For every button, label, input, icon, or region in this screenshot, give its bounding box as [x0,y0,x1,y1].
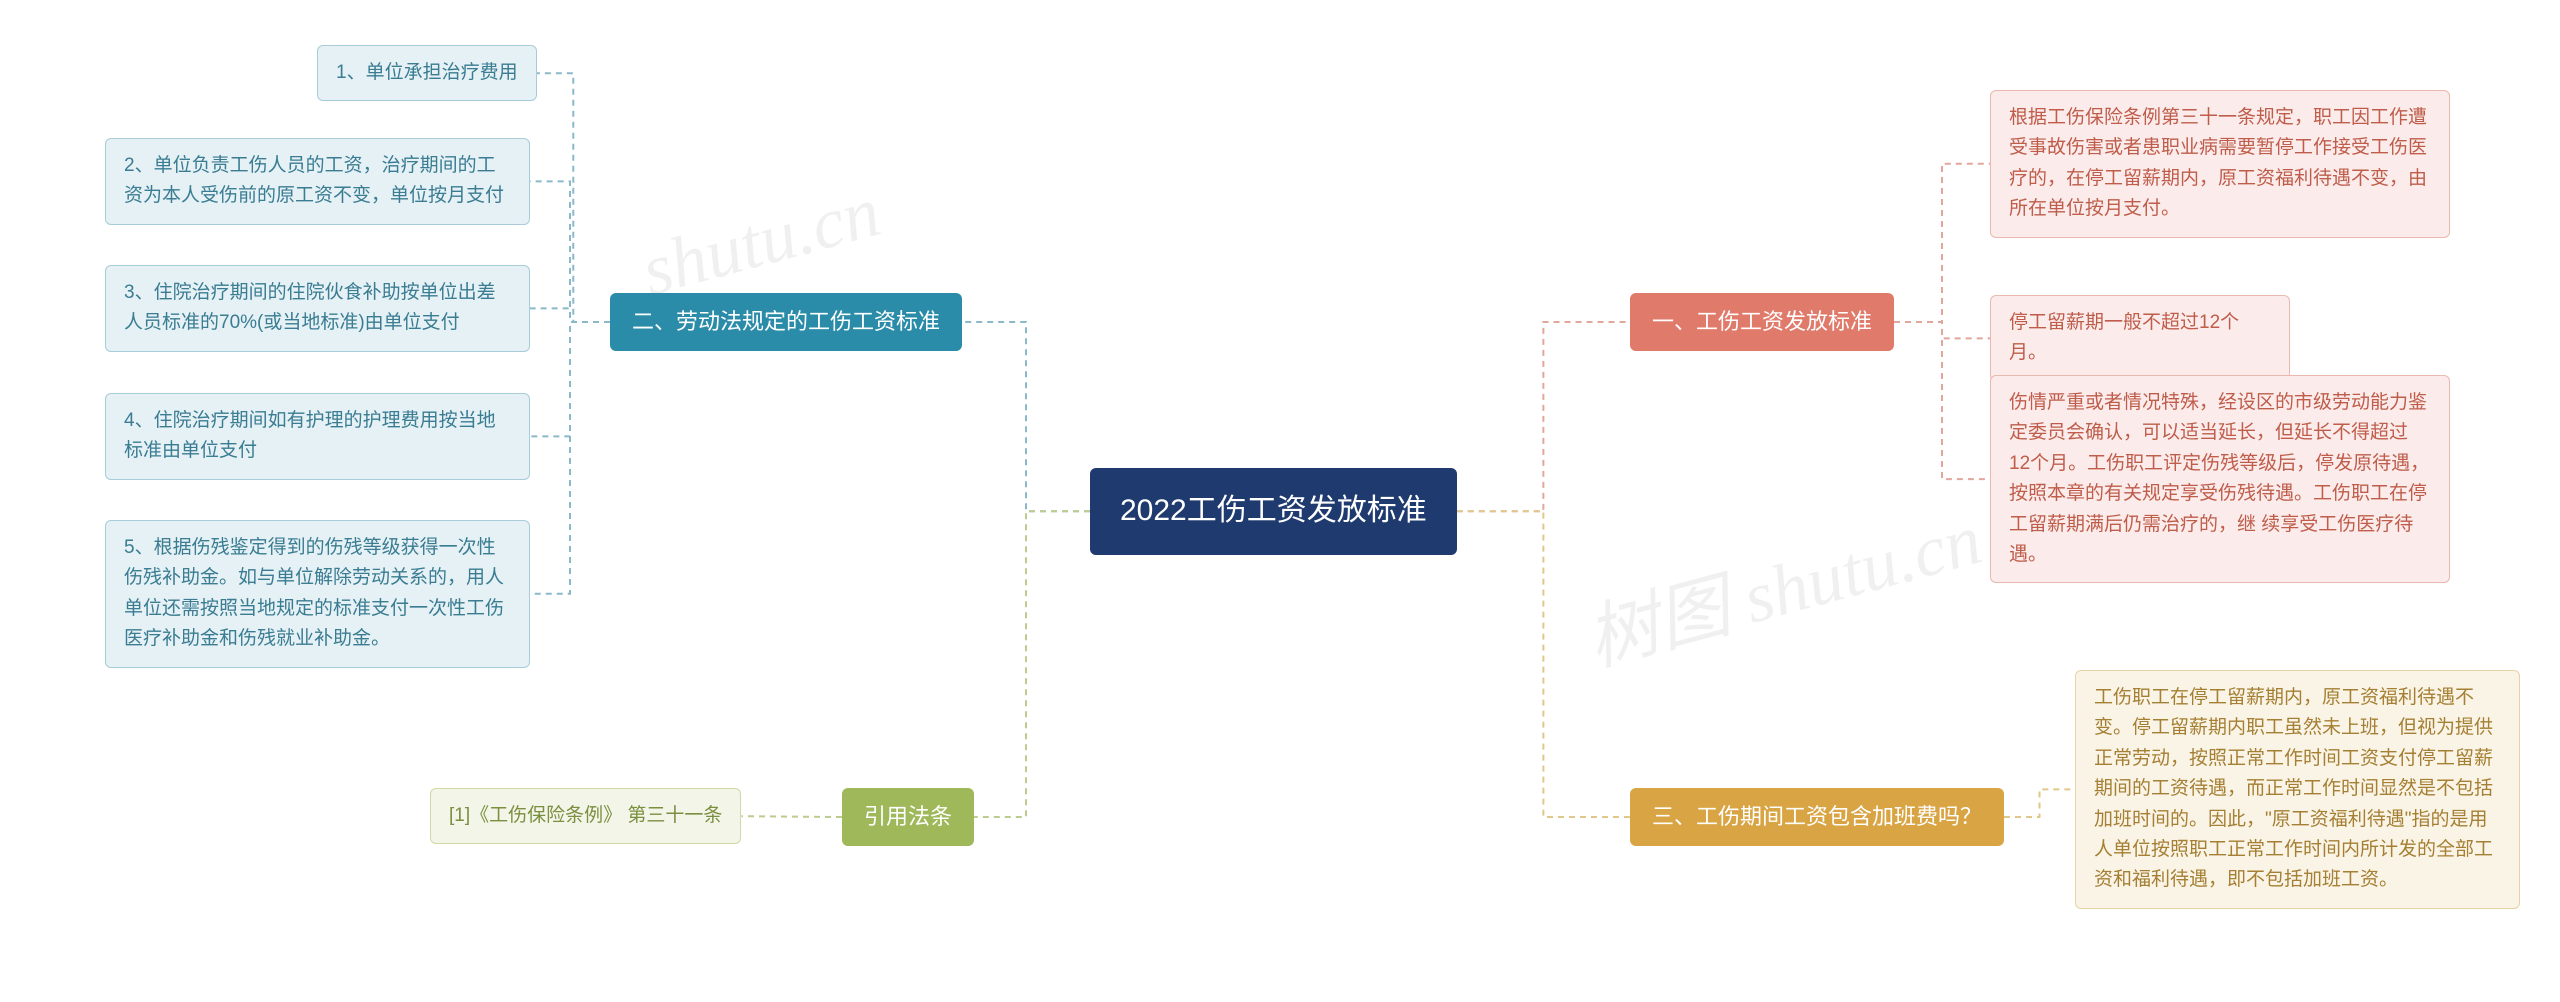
branch-2-leaf-5: 5、根据伤残鉴定得到的伤残等级获得一次性伤残补助金。如与单位解除劳动关系的，用人… [105,520,530,668]
center-node: 2022工伤工资发放标准 [1090,468,1457,555]
branch-2: 二、劳动法规定的工伤工资标准 [610,293,962,351]
branch-1-leaf-1: 根据工伤保险条例第三十一条规定，职工因工作遭受事故伤害或者患职业病需要暂停工作接… [1990,90,2450,238]
watermark-left: shutu.cn [633,170,888,313]
branch-2-leaf-3: 3、住院治疗期间的住院伙食补助按单位出差人员标准的70%(或当地标准)由单位支付 [105,265,530,352]
branch-3: 三、工伤期间工资包含加班费吗？ [1630,788,2004,846]
branch-1: 一、工伤工资发放标准 [1630,293,1894,351]
watermark-right: 树图 shutu.cn [1573,480,1990,686]
branch-2-leaf-2: 2、单位负责工伤人员的工资，治疗期间的工资为本人受伤前的原工资不变，单位按月支付 [105,138,530,225]
branch-4-leaf-1: [1]《工伤保险条例》 第三十一条 [430,788,741,844]
branch-2-leaf-1: 1、单位承担治疗费用 [317,45,537,101]
branch-3-leaf-1: 工伤职工在停工留薪期内，原工资福利待遇不变。停工留薪期内职工虽然未上班，但视为提… [2075,670,2520,909]
branch-4: 引用法条 [842,788,974,846]
branch-2-leaf-4: 4、住院治疗期间如有护理的护理费用按当地标准由单位支付 [105,393,530,480]
branch-1-leaf-2: 停工留薪期一般不超过12个月。 [1990,295,2290,382]
branch-1-leaf-3: 伤情严重或者情况特殊，经设区的市级劳动能力鉴定委员会确认，可以适当延长，但延长不… [1990,375,2450,583]
